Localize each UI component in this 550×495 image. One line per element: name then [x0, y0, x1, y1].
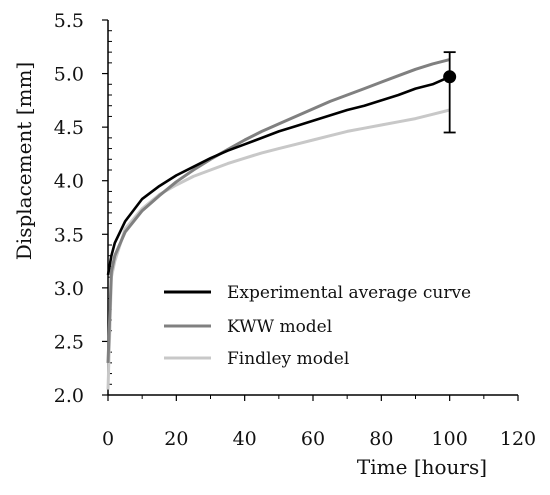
x-axis-title: Time [hours]	[357, 455, 487, 479]
y-tick-label: 2.0	[54, 385, 84, 407]
x-tick-label: 120	[500, 428, 536, 450]
series-findley-line	[106, 108, 451, 390]
y-axis-title: Displacement [mm]	[12, 62, 36, 260]
y-tick-label: 5.5	[54, 10, 84, 32]
legend-label-kww: KWW model	[227, 317, 332, 337]
x-tick-label: 60	[301, 428, 325, 450]
x-tick-label: 40	[233, 428, 257, 450]
legend: Experimental average curve KWW model Fin…	[164, 283, 471, 369]
y-tick-label: 5.0	[54, 64, 84, 86]
x-tick-label: 20	[164, 428, 188, 450]
error-bar-layer	[443, 51, 457, 134]
axes	[107, 20, 518, 396]
series-layer	[106, 58, 451, 390]
y-tick-label: 4.5	[54, 117, 84, 139]
series-experimental-line	[106, 75, 451, 276]
y-tick-label: 3.5	[54, 224, 84, 246]
x-tick-label: 100	[432, 428, 468, 450]
y-tick-label: 4.0	[54, 171, 84, 193]
series-kww-line	[106, 58, 451, 363]
x-tick-label: 0	[102, 428, 114, 450]
x-tick-label: 80	[369, 428, 393, 450]
legend-label-findley: Findley model	[227, 349, 349, 369]
y-tick-label: 2.5	[54, 331, 84, 353]
ticks: 0 20 40 60 80 100 120 2.0 2.5 3.0 3.5 4.0 4.5 5.0 5.5	[54, 10, 536, 450]
y-tick-label: 3.0	[54, 278, 84, 300]
legend-label-experimental: Experimental average curve	[227, 283, 471, 303]
final-data-point	[443, 70, 457, 84]
